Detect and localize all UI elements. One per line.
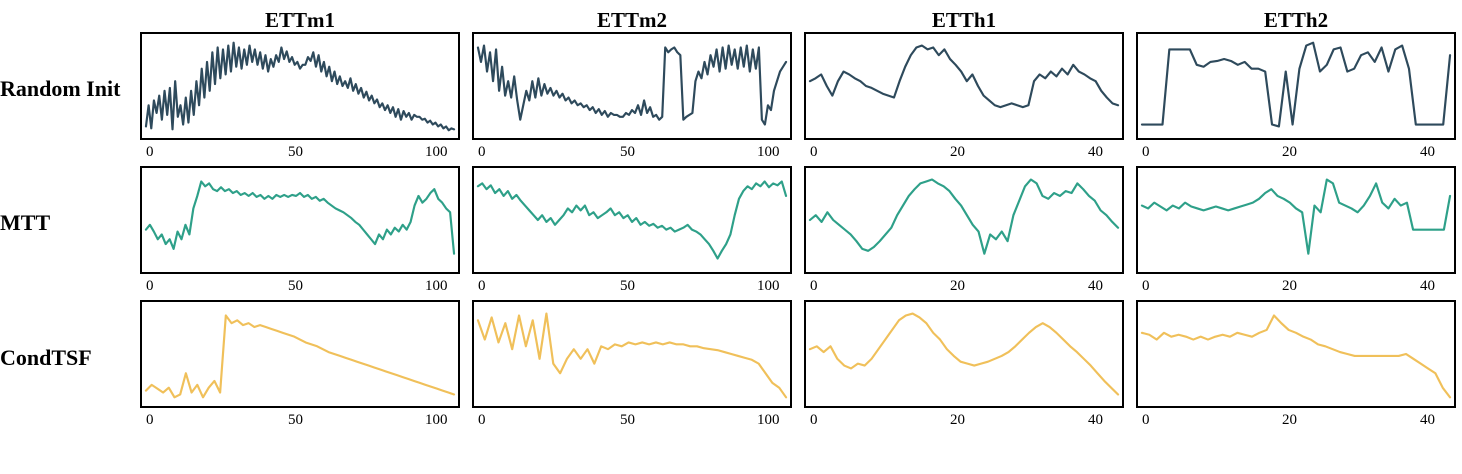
tick-0-2-0: 0 <box>810 144 818 161</box>
col-title-0: ETTm1 <box>140 8 460 33</box>
line-series-mtt-ettm1 <box>146 181 454 253</box>
chart-panel-condtsf-ettm1 <box>140 300 460 408</box>
chart-panel-randominit-etth2 <box>1136 32 1456 140</box>
tick-2-3-2: 40 <box>1420 412 1435 429</box>
tick-2-2-1: 20 <box>950 412 965 429</box>
tick-0-3-2: 40 <box>1420 144 1435 161</box>
tick-0-1-1: 50 <box>620 144 635 161</box>
chart-panel-condtsf-ettm2 <box>472 300 792 408</box>
tick-2-2-2: 40 <box>1088 412 1103 429</box>
chart-panel-mtt-etth2 <box>1136 166 1456 274</box>
tick-2-1-1: 50 <box>620 412 635 429</box>
tick-1-2-0: 0 <box>810 278 818 295</box>
tick-1-2-1: 20 <box>950 278 965 295</box>
row-label-2: CondTSF <box>0 345 140 371</box>
tick-0-1-0: 0 <box>478 144 486 161</box>
tick-0-0-1: 50 <box>288 144 303 161</box>
line-series-condtsf-ettm1 <box>146 315 454 397</box>
col-title-1: ETTm2 <box>472 8 792 33</box>
tick-2-2-0: 0 <box>810 412 818 429</box>
tick-1-3-0: 0 <box>1142 278 1150 295</box>
tick-0-3-1: 20 <box>1282 144 1297 161</box>
line-series-random-init-etth1 <box>810 46 1118 108</box>
line-series-condtsf-ettm2 <box>478 314 786 398</box>
chart-panel-randominit-etth1 <box>804 32 1124 140</box>
chart-panel-condtsf-etth2 <box>1136 300 1456 408</box>
tick-1-3-2: 40 <box>1420 278 1435 295</box>
line-series-mtt-etth1 <box>810 180 1118 254</box>
col-title-3: ETTh2 <box>1136 8 1456 33</box>
tick-2-3-1: 20 <box>1282 412 1297 429</box>
tick-2-0-0: 0 <box>146 412 154 429</box>
tick-0-2-1: 20 <box>950 144 965 161</box>
tick-0-0-2: 100 <box>425 144 448 161</box>
line-series-condtsf-etth2 <box>1142 315 1450 397</box>
tick-0-0-0: 0 <box>146 144 154 161</box>
tick-1-0-2: 100 <box>425 278 448 295</box>
line-series-random-init-etth2 <box>1142 43 1450 127</box>
tick-1-1-2: 100 <box>757 278 780 295</box>
chart-panel-mtt-ettm2 <box>472 166 792 274</box>
chart-grid: ETTm1 ETTm2 ETTh1 ETTh2 Random Init MTT … <box>0 0 1462 474</box>
tick-2-0-2: 100 <box>425 412 448 429</box>
tick-1-0-1: 50 <box>288 278 303 295</box>
tick-2-0-1: 50 <box>288 412 303 429</box>
tick-0-1-2: 100 <box>757 144 780 161</box>
tick-2-1-0: 0 <box>478 412 486 429</box>
tick-1-0-0: 0 <box>146 278 154 295</box>
tick-2-1-2: 100 <box>757 412 780 429</box>
chart-panel-mtt-ettm1 <box>140 166 460 274</box>
chart-panel-mtt-etth1 <box>804 166 1124 274</box>
chart-panel-randominit-ettm1 <box>140 32 460 140</box>
tick-0-2-2: 40 <box>1088 144 1103 161</box>
row-label-0: Random Init <box>0 76 140 102</box>
row-label-1: MTT <box>0 210 140 236</box>
tick-1-1-0: 0 <box>478 278 486 295</box>
line-series-random-init-ettm2 <box>478 46 786 125</box>
tick-0-3-0: 0 <box>1142 144 1150 161</box>
tick-1-2-2: 40 <box>1088 278 1103 295</box>
chart-panel-randominit-ettm2 <box>472 32 792 140</box>
chart-panel-condtsf-etth1 <box>804 300 1124 408</box>
tick-2-3-0: 0 <box>1142 412 1150 429</box>
tick-1-3-1: 20 <box>1282 278 1297 295</box>
line-series-condtsf-etth1 <box>810 314 1118 395</box>
col-title-2: ETTh1 <box>804 8 1124 33</box>
line-series-mtt-etth2 <box>1142 180 1450 254</box>
tick-1-1-1: 50 <box>620 278 635 295</box>
line-series-random-init-ettm1 <box>146 43 454 131</box>
line-series-mtt-ettm2 <box>478 181 786 258</box>
